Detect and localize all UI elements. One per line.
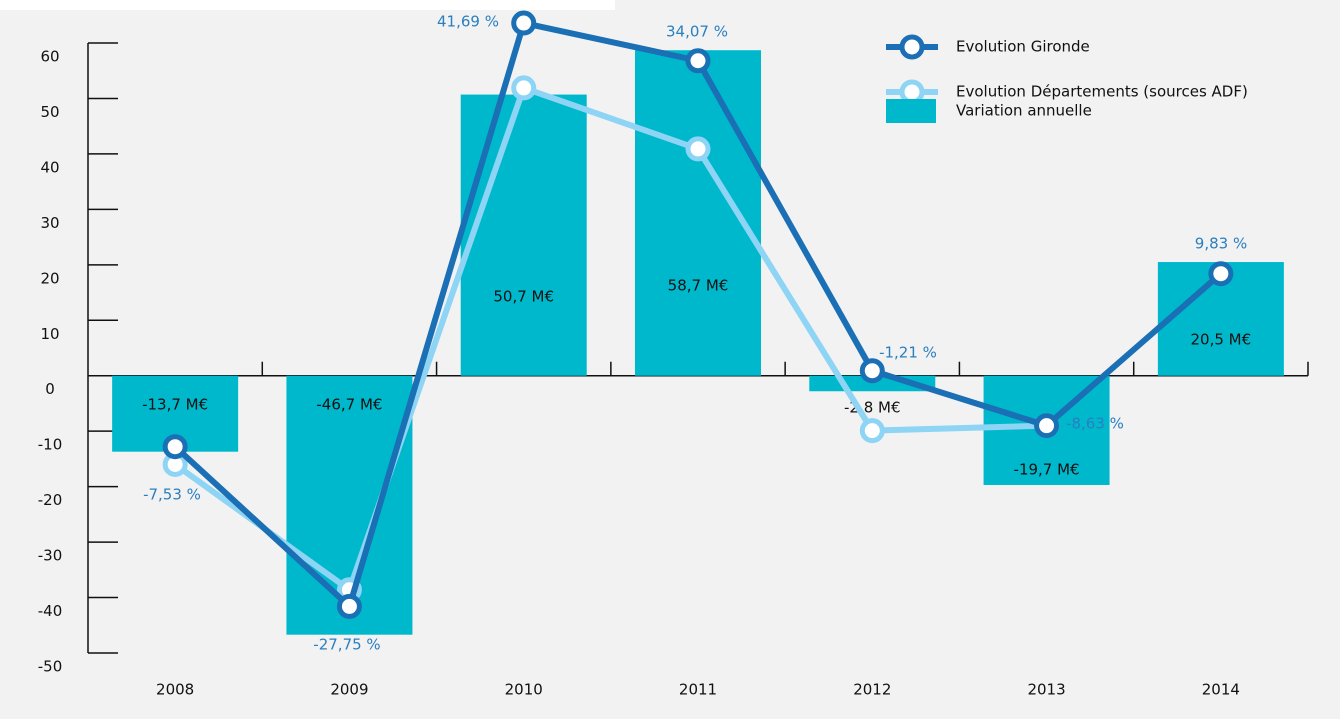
bar-label: 50,7 M€ [493,288,554,306]
bar-label: 58,7 M€ [668,277,729,295]
legend-label: Evolution Départements (sources ADF) [956,83,1248,101]
y-tick-label: 60 [40,48,59,66]
marker [336,593,362,619]
marker [1034,413,1060,439]
marker [511,75,537,101]
y-tick-label: -50 [38,658,63,676]
legend-label: Variation annuelle [956,102,1092,120]
bar-label: -13,7 M€ [142,396,208,414]
y-tick-label: 10 [40,325,59,343]
x-tick-label: 2009 [330,681,368,699]
marker [859,358,885,384]
annotation: -1,21 % [879,344,937,362]
y-tick-label: -30 [38,547,63,565]
bar [635,50,761,376]
legend-swatch [886,99,936,123]
annotation: -27,75 % [313,636,380,654]
annotation: -7,53 % [143,486,201,504]
legend-label: Evolution Gironde [956,38,1090,56]
y-tick-label: -40 [38,602,63,620]
x-tick-label: 2014 [1202,681,1240,699]
y-tick-label: -20 [38,491,63,509]
marker [859,418,885,444]
y-tick-label: 30 [40,214,59,232]
line [173,84,1047,593]
annotation: 9,83 % [1195,235,1247,253]
annotation: 34,07 % [666,23,728,41]
marker [685,48,711,74]
marker [685,136,711,162]
annotation: 41,69 % [437,13,499,31]
header-strip [0,0,615,10]
bar [460,94,587,376]
bar-label: -46,7 M€ [316,396,382,414]
marker [511,10,537,36]
y-tick-label: 0 [45,380,55,398]
marker [1208,261,1234,287]
x-tick-label: 2010 [505,681,543,699]
y-tick-label: 50 [40,103,59,121]
bar-label: -19,7 M€ [1014,461,1080,479]
legend-marker [899,34,925,60]
annotation: -8,63 % [1066,415,1124,433]
y-tick-label: 20 [40,269,59,287]
x-tick-label: 2008 [156,681,194,699]
y-tick-label: 40 [40,158,59,176]
x-tick-label: 2012 [853,681,891,699]
x-tick-label: 2013 [1027,681,1065,699]
x-tick-label: 2011 [679,681,717,699]
marker [162,434,188,460]
bar-label: 20,5 M€ [1191,331,1252,349]
y-tick-label: -10 [38,436,63,454]
